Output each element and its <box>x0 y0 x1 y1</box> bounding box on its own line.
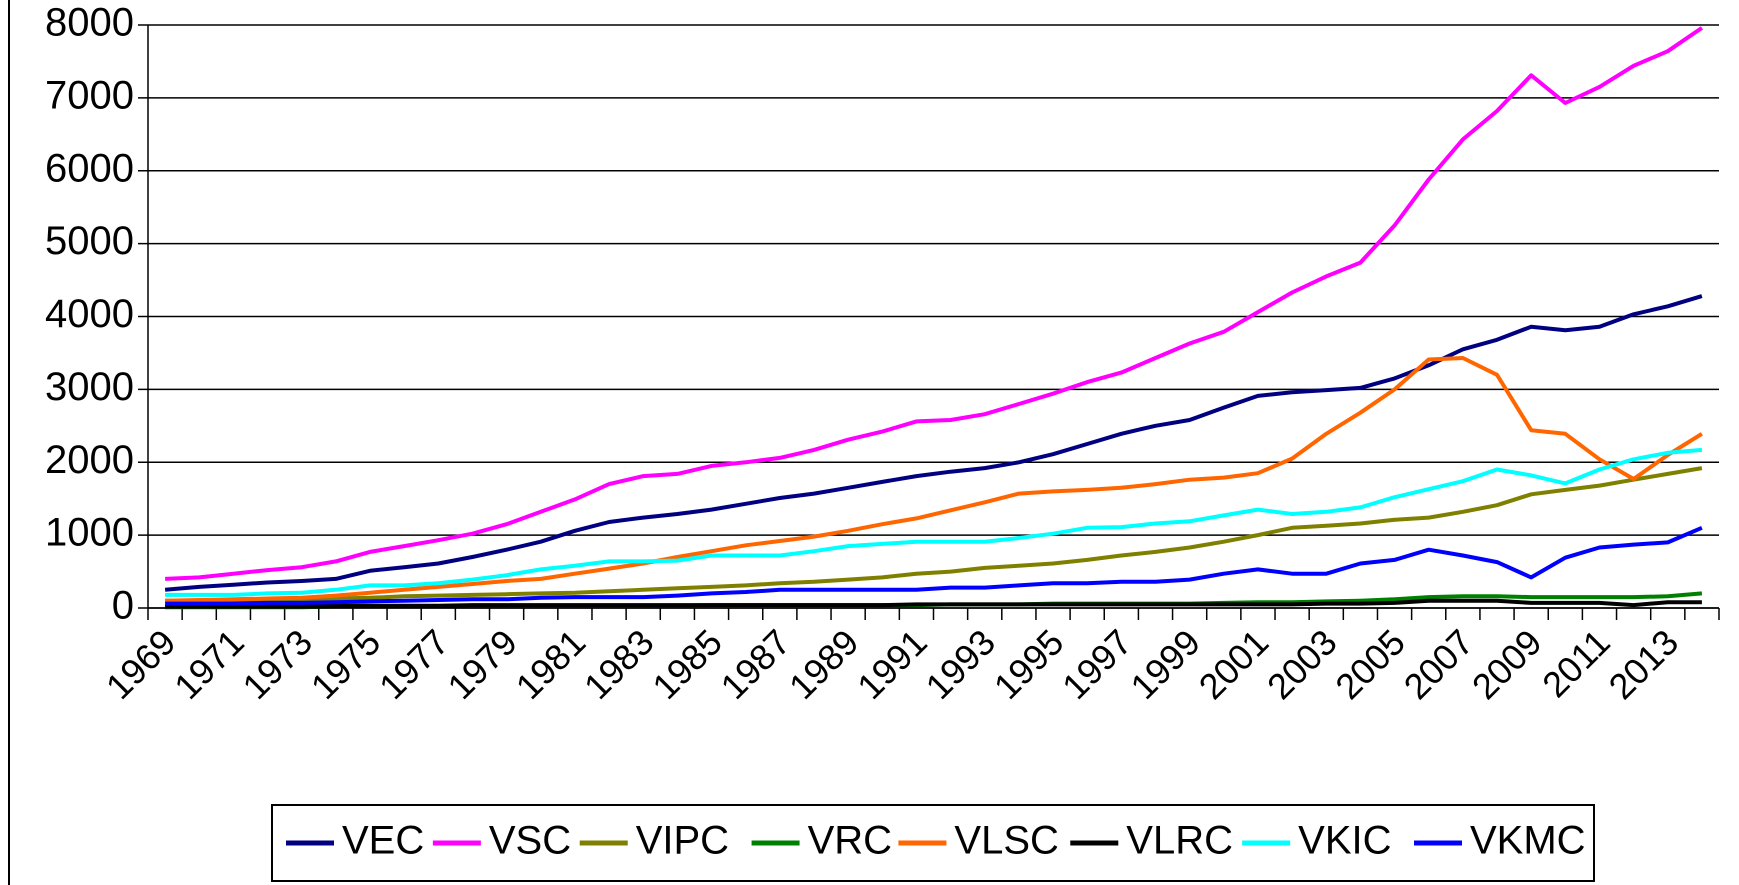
x-tick-label: 2011 <box>1534 621 1618 705</box>
y-tick-label: 4000 <box>45 292 134 336</box>
x-tick-label: 1969 <box>98 621 184 707</box>
y-tick-label: 8000 <box>45 1 134 45</box>
y-tick-label: 3000 <box>45 365 134 409</box>
y-tick-label: 5000 <box>45 219 134 263</box>
series-line <box>165 26 1704 581</box>
y-tick-label: 2000 <box>45 438 134 482</box>
x-tick-label: 1989 <box>781 621 867 707</box>
series-line <box>165 466 1703 603</box>
x-tick-label: 1999 <box>1122 621 1208 707</box>
y-tick-label: 6000 <box>45 146 134 190</box>
x-tick-label: 1993 <box>917 621 1003 707</box>
x-tick-label: 2005 <box>1327 621 1413 707</box>
legend-label: VIPC <box>636 819 729 863</box>
x-tick-label: 1973 <box>234 621 320 707</box>
x-tick-label: 1971 <box>166 621 252 707</box>
x-tick-label: 1979 <box>439 621 525 707</box>
legend-label: VSC <box>489 819 571 863</box>
series-line <box>165 447 1703 597</box>
x-tick-label: 1985 <box>644 621 730 707</box>
x-tick-label: 1995 <box>986 621 1072 707</box>
y-tick-label: 0 <box>112 584 134 628</box>
series-line <box>165 525 1703 606</box>
y-tick-label: 7000 <box>45 73 134 117</box>
x-tick-label: 1983 <box>576 621 662 707</box>
legend-label: VRC <box>808 819 892 863</box>
legend-label: VKIC <box>1298 819 1391 863</box>
y-tick-label: 1000 <box>45 511 134 555</box>
x-tick-label: 1987 <box>713 621 799 707</box>
x-tick-label: 1975 <box>303 621 389 707</box>
x-tick-label: 1981 <box>508 621 594 707</box>
x-tick-label: 1977 <box>371 621 457 707</box>
x-tick-label: 1997 <box>1054 621 1140 707</box>
x-tick-label: 1991 <box>849 621 935 707</box>
series-line <box>165 356 1703 603</box>
x-tick-label: 2003 <box>1259 621 1345 707</box>
legend-label: VLRC <box>1126 819 1233 863</box>
legend-label: VEC <box>342 819 424 863</box>
series-line <box>165 598 1702 609</box>
x-tick-label: 2001 <box>1191 621 1277 707</box>
x-tick-label: 2007 <box>1396 621 1482 707</box>
legend-label: VKMC <box>1470 819 1586 863</box>
x-tick-label: 2009 <box>1464 621 1550 707</box>
legend-label: VLSC <box>954 819 1059 863</box>
x-tick-label: 2013 <box>1601 621 1687 707</box>
